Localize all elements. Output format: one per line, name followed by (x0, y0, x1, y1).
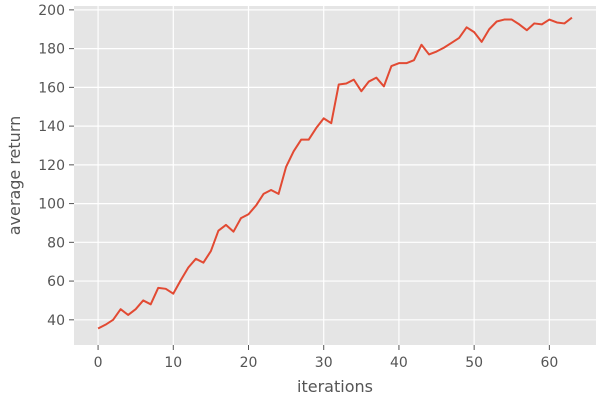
y-tick-label: 80 (47, 235, 65, 251)
y-tick-label: 160 (38, 80, 65, 96)
x-tick-label: 10 (164, 355, 182, 371)
y-axis-label: average return (5, 116, 24, 236)
tick-labels: 0 10 20 30 40 50 60 40 60 80 100 120 140 160 180 200 (38, 3, 558, 371)
y-tick-label: 100 (38, 197, 65, 213)
y-tick-label: 60 (47, 274, 65, 290)
x-tick-label: 20 (240, 355, 258, 371)
y-tick-label: 140 (38, 119, 65, 135)
y-tick-label: 40 (47, 313, 65, 329)
x-tick-label: 40 (390, 355, 408, 371)
x-tick-label: 0 (94, 355, 103, 371)
grid-lines (74, 6, 596, 345)
x-tick-label: 60 (540, 355, 558, 371)
series-line (97, 16, 573, 330)
series-layer (97, 16, 573, 330)
x-axis-label: iterations (297, 377, 373, 396)
x-tick-label: 30 (315, 355, 333, 371)
y-tick-label: 200 (38, 3, 65, 19)
plot-background (74, 6, 596, 345)
y-tick-label: 180 (38, 42, 65, 58)
x-tick-label: 50 (465, 355, 483, 371)
y-tick-label: 120 (38, 158, 65, 174)
